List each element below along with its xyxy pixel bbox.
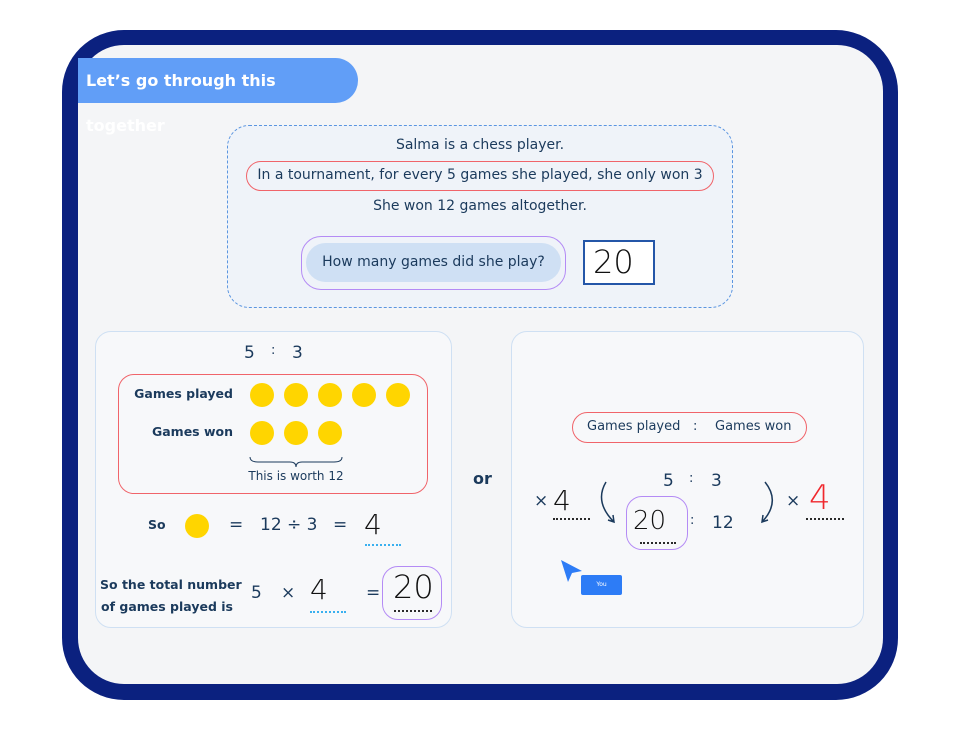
ratio-b: 3 [711, 471, 722, 491]
answer-line [310, 611, 346, 613]
coin-icon [250, 421, 274, 445]
coin-icon [284, 421, 308, 445]
ratio-b: 3 [292, 343, 303, 363]
brace-icon [249, 456, 343, 468]
question-line-2: In a tournament, for every 5 games she p… [246, 161, 714, 191]
prompt-outline [301, 236, 566, 290]
total-label-2: of games played is [101, 599, 233, 614]
result-answer-box [626, 496, 688, 550]
coin-icon [318, 421, 342, 445]
answer-line [806, 518, 844, 520]
equals: = [333, 515, 348, 535]
division: 12 ÷ 3 [260, 515, 318, 535]
bar-model-box [118, 374, 428, 494]
header-sep: : [693, 419, 698, 434]
curved-arrow-left-icon [600, 481, 615, 524]
or-label: or [473, 469, 492, 488]
lesson-header: Let’s go through this together [78, 58, 358, 135]
equals: = [366, 583, 381, 603]
answer-line [553, 518, 590, 520]
answer-box[interactable]: 20 [583, 240, 655, 285]
total-label-1: So the total number [100, 577, 242, 592]
games-won-label: Games won [151, 424, 233, 439]
right-multiplier-answer[interactable]: 4 [809, 478, 831, 518]
unit-value-answer[interactable]: 4 [364, 508, 382, 541]
games-played-coins [250, 383, 410, 407]
times: × [281, 583, 296, 603]
ratio-a: 5 [663, 471, 674, 491]
coin-icon [318, 383, 342, 407]
result-sep: : [690, 513, 695, 528]
ratio-sep: : [271, 343, 276, 358]
answer-line [365, 544, 401, 546]
total-answer[interactable]: 20 [393, 568, 434, 606]
coin-icon [352, 383, 376, 407]
header-games-won: Games won [715, 419, 792, 434]
left-multiplier-answer[interactable]: 4 [553, 484, 571, 517]
five: 5 [251, 583, 262, 603]
left-times: × [534, 491, 549, 511]
prompt-pill: How many games did she play? [306, 243, 561, 282]
ratio-header-pill [572, 412, 807, 443]
games-played-label: Games played [134, 386, 233, 401]
coin-icon [185, 514, 209, 538]
header-games-played: Games played [587, 419, 681, 434]
total-answer-box [382, 566, 442, 620]
answer-line [640, 542, 676, 544]
coin-icon [386, 383, 410, 407]
ratio-table-card [511, 331, 864, 628]
answer-line [394, 610, 432, 612]
curved-arrow-right-icon [761, 481, 773, 524]
brace-label: This is worth 12 [248, 469, 344, 483]
coin-icon [284, 383, 308, 407]
cursor-user-label: You [581, 575, 622, 595]
multiplier-answer[interactable]: 4 [310, 573, 328, 606]
equals: = [229, 515, 244, 535]
question-line-3: She won 12 games altogether. [373, 198, 587, 214]
ratio-sep: : [689, 471, 694, 486]
result-answer[interactable]: 20 [633, 506, 667, 536]
question-line-1: Salma is a chess player. [395, 137, 565, 153]
cursor-arrow-icon [561, 560, 582, 582]
result-b: 12 [712, 513, 734, 533]
so-label: So [148, 517, 166, 532]
coin-icon [250, 383, 274, 407]
right-times: × [786, 491, 801, 511]
ratio-a: 5 [244, 343, 255, 363]
games-won-coins [250, 421, 342, 445]
